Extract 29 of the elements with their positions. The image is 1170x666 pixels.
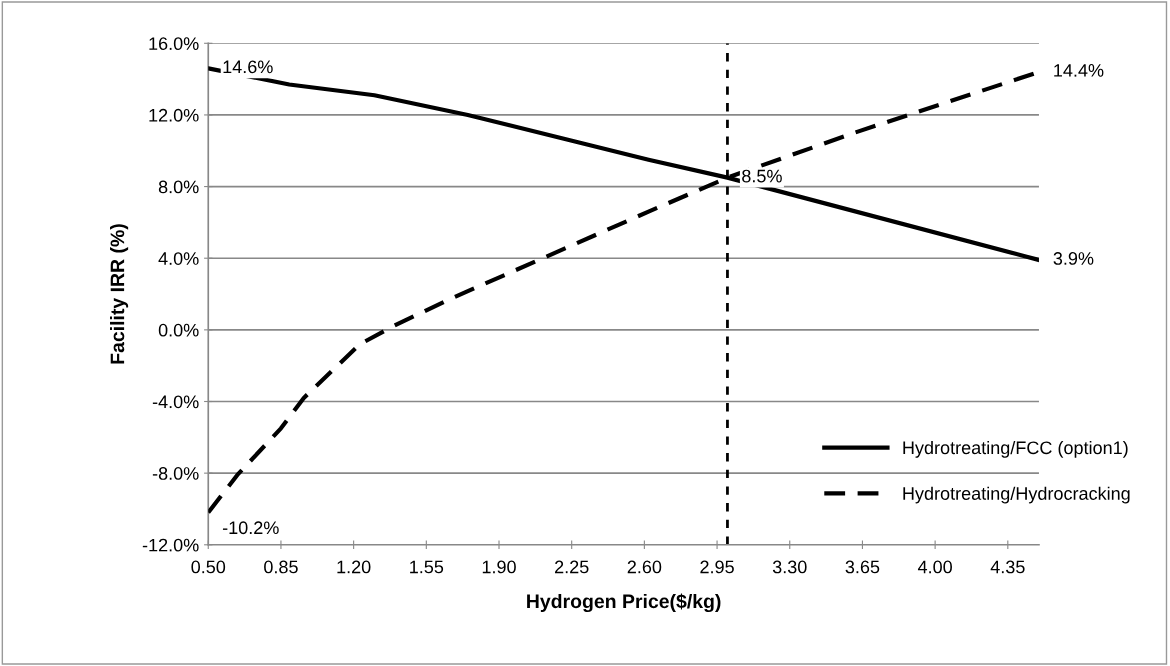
x-tick-label: 1.20	[337, 560, 371, 574]
x-tick-label: 2.95	[700, 560, 734, 574]
annotation: 8.5%	[742, 169, 782, 183]
legend-label: Hydrotreating/Hydrocracking	[903, 486, 1130, 504]
x-tick-label: 4.35	[990, 560, 1025, 574]
annotation: 14.4%	[1054, 64, 1104, 77]
legend-label: Hydrotreating/FCC (option1)	[903, 440, 1128, 458]
y-tick-label: 4.0%	[158, 252, 199, 265]
x-tick-label: 1.55	[410, 560, 444, 574]
annotation: -10.2%	[222, 521, 279, 535]
annotation: 14.6%	[223, 60, 273, 74]
x-tick-label: 1.90	[482, 560, 516, 574]
y-tick-label: 12.0%	[149, 108, 199, 122]
x-tick-label: 4.00	[917, 560, 952, 574]
y-tick-label: 16.0%	[149, 37, 199, 51]
x-axis-title: Hydrogen Price($/kg)	[527, 593, 721, 613]
x-tick-label: 2.25	[555, 560, 589, 574]
y-tick-label: 0.0%	[158, 323, 199, 337]
x-tick-label: 0.85	[264, 560, 298, 574]
x-tick-label: 2.60	[627, 560, 662, 574]
y-tick-label: -8.0%	[152, 467, 199, 480]
y-tick-label: -4.0%	[152, 395, 199, 409]
x-tick-label: 3.30	[772, 560, 807, 574]
x-tick-label: 3.65	[845, 560, 880, 574]
annotation: 3.9%	[1053, 252, 1094, 265]
y-tick-label: -12.0%	[142, 538, 199, 552]
x-tick-label: 0.50	[191, 560, 226, 574]
y-tick-label: 8.0%	[158, 180, 199, 194]
y-axis-title: Facility IRR (%)	[110, 224, 129, 364]
